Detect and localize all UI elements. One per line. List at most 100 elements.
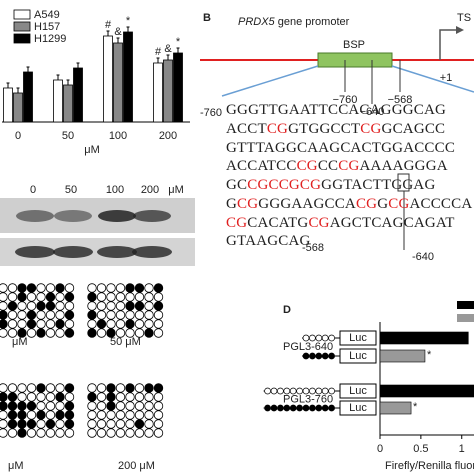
cpg-circle xyxy=(106,319,116,329)
cpg-circle xyxy=(55,328,65,338)
cpg-circle xyxy=(115,283,126,293)
sequence-marker: -640 xyxy=(412,251,434,263)
cpg-circle xyxy=(153,428,164,438)
lane-label: 50 xyxy=(65,184,77,196)
legend-swatch xyxy=(457,301,474,309)
cpg-circle xyxy=(64,401,75,411)
bar xyxy=(379,401,412,415)
cpg-circle xyxy=(302,387,310,395)
cpg-circle xyxy=(153,319,164,329)
cpg-circle xyxy=(115,328,126,338)
cpg-circle xyxy=(26,428,37,438)
cpg-circle xyxy=(55,392,65,402)
cpg-circle xyxy=(64,392,75,402)
cpg-site: CG xyxy=(267,121,288,137)
cpg-circle xyxy=(36,428,46,438)
cpg-circle xyxy=(7,392,18,402)
cpg-circle xyxy=(7,419,18,429)
cpg-circle xyxy=(0,410,8,420)
cpg-circle xyxy=(64,319,75,329)
sequence-segment: CACATG xyxy=(247,215,308,231)
sequence-segment: G xyxy=(226,196,237,212)
cpg-circle xyxy=(36,401,46,411)
cpg-circle xyxy=(328,387,335,395)
cpg-circle xyxy=(96,410,107,420)
band xyxy=(16,210,54,222)
cpg-circle xyxy=(289,387,297,395)
cpg-circle xyxy=(55,383,65,393)
cpg-site: CG xyxy=(297,158,318,174)
cpg-circle xyxy=(64,428,75,438)
cpg-circle xyxy=(96,428,107,438)
cpg-circle xyxy=(45,392,56,402)
cpg-circle xyxy=(153,401,164,411)
cpg-circle xyxy=(153,383,164,393)
cpg-circle xyxy=(64,283,75,293)
cpg-circle xyxy=(0,319,8,329)
bar xyxy=(103,35,113,123)
cpg-circle xyxy=(125,310,135,320)
position-label: −760 xyxy=(333,94,358,106)
significance: * xyxy=(413,401,418,413)
cpg-circle xyxy=(328,352,335,360)
cpg-circle xyxy=(0,292,8,302)
cpg-circle xyxy=(17,283,27,293)
cpg-circle xyxy=(144,392,154,402)
cpg-circle xyxy=(26,283,37,293)
legend-swatch xyxy=(13,9,31,20)
gene-name: PRDX5 xyxy=(238,16,276,28)
cpg-circle xyxy=(0,419,8,429)
cpg-circle xyxy=(134,328,145,338)
bar xyxy=(113,42,123,123)
bar xyxy=(379,349,426,363)
x-tick-label: 0 xyxy=(377,443,383,455)
cpg-circle xyxy=(17,292,27,302)
cpg-circle xyxy=(36,310,46,320)
cpg-circle xyxy=(36,328,46,338)
cpg-site: CG xyxy=(360,121,381,137)
luc-box xyxy=(339,348,377,364)
cpg-circle xyxy=(87,383,97,393)
cpg-circle xyxy=(144,301,154,311)
cpg-circle xyxy=(17,319,27,329)
cpg-circle xyxy=(7,283,18,293)
cpg-circle xyxy=(7,301,18,311)
zoom-line xyxy=(221,65,319,97)
cpg-circle xyxy=(106,383,116,393)
position-arrow xyxy=(344,60,401,104)
cpg-circle xyxy=(115,419,126,429)
cpg-circle xyxy=(277,404,284,412)
cpg-circle xyxy=(45,301,56,311)
cpg-circle xyxy=(45,310,56,320)
cpg-circle xyxy=(134,283,145,293)
bar xyxy=(153,62,163,123)
cpg-circle xyxy=(270,404,278,412)
cpg-circle xyxy=(26,301,37,311)
cpg-circle xyxy=(115,392,126,402)
cpg-circle xyxy=(96,401,107,411)
cpg-circle xyxy=(302,404,310,412)
cpg-circle xyxy=(7,310,18,320)
cpg-circle xyxy=(144,310,154,320)
cpg-circle xyxy=(106,392,116,402)
cpg-circle xyxy=(144,383,154,393)
cpg-circle xyxy=(125,301,135,311)
cpg-circle xyxy=(315,404,323,412)
tss-arrow xyxy=(439,29,458,60)
luc-label: Luc xyxy=(349,402,367,414)
cpg-circle xyxy=(315,387,323,395)
cpg-circle xyxy=(277,387,284,395)
x-tick-label: 1 xyxy=(459,443,465,455)
cpg-circle xyxy=(26,419,37,429)
cpg-circle xyxy=(106,419,116,429)
cpg-circle xyxy=(115,410,126,420)
cpg-circle xyxy=(106,401,116,411)
cpg-circle xyxy=(87,428,97,438)
significance: * xyxy=(427,349,432,361)
cpg-circle xyxy=(0,383,8,393)
cpg-site: CG xyxy=(338,158,359,174)
position-label: −568 xyxy=(388,94,413,106)
bar xyxy=(123,31,133,123)
construct-label: PGL3-760 xyxy=(283,393,333,405)
cpg-circle xyxy=(106,328,116,338)
